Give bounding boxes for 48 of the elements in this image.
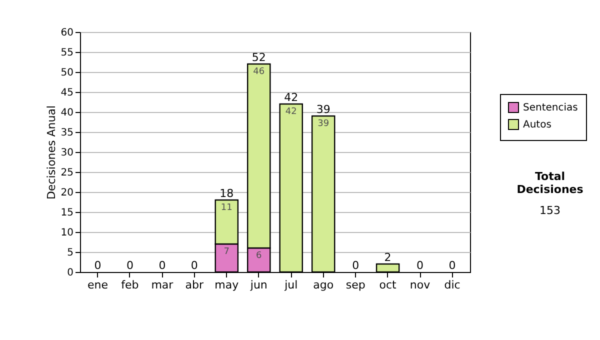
x-tick-label: jul bbox=[284, 278, 298, 292]
total-label: 0 bbox=[190, 259, 198, 272]
text: Total Decisiones bbox=[516, 170, 584, 196]
x-tick-label: feb bbox=[121, 278, 139, 292]
text: 153 bbox=[538, 204, 562, 217]
y-tick-label: 15 bbox=[60, 208, 74, 218]
y-tick-label: 40 bbox=[60, 108, 74, 118]
total-label: 0 bbox=[126, 259, 134, 272]
total-label: 18 bbox=[220, 187, 234, 200]
x-tick-label: ago bbox=[313, 278, 334, 292]
x-tick-label: oct bbox=[379, 278, 398, 292]
x-tick-label: sep bbox=[346, 278, 366, 292]
x-tick-label: mar bbox=[151, 278, 174, 292]
total-label: 0 bbox=[448, 259, 456, 272]
x-tick-label: dic bbox=[444, 278, 460, 292]
total-label: 2 bbox=[384, 251, 392, 264]
y-tick-label: 60 bbox=[60, 28, 74, 38]
x-tick-label: ene bbox=[87, 278, 108, 292]
data-label: 6 bbox=[256, 251, 262, 261]
total-label: 0 bbox=[94, 259, 102, 272]
data-label: 42 bbox=[285, 107, 297, 117]
y-axis-title: Decisiones Anual bbox=[44, 105, 58, 200]
y-tick-label: 35 bbox=[60, 128, 74, 138]
x-tick-label: may bbox=[214, 278, 240, 292]
data-label: 11 bbox=[220, 203, 232, 213]
y-tick-label: 50 bbox=[60, 68, 74, 78]
x-tick-label: jun bbox=[249, 278, 268, 292]
total-label: 0 bbox=[352, 259, 360, 272]
y-tick-label: 10 bbox=[60, 228, 74, 238]
y-tick-label: 0 bbox=[67, 268, 74, 278]
total-label: 42 bbox=[284, 91, 298, 104]
legend-label: Autos bbox=[523, 120, 552, 130]
data-label: 39 bbox=[318, 119, 330, 129]
y-tick-label: 30 bbox=[60, 148, 74, 158]
y-tick-label: 45 bbox=[60, 88, 74, 98]
x-tick-label: abr bbox=[185, 278, 204, 292]
data-label: 46 bbox=[253, 67, 265, 77]
total-label: 0 bbox=[416, 259, 424, 272]
y-tick-label: 20 bbox=[60, 188, 74, 198]
y-tick-label: 5 bbox=[67, 248, 74, 258]
y-tick-label: 55 bbox=[60, 48, 74, 58]
y-tick-label: 25 bbox=[60, 168, 74, 178]
data-label: 7 bbox=[224, 247, 230, 257]
total-label: 52 bbox=[252, 51, 266, 64]
legend-label: Sentencias bbox=[523, 102, 578, 114]
total-label: 0 bbox=[158, 259, 166, 272]
x-tick-label: nov bbox=[410, 278, 431, 292]
total-label: 39 bbox=[316, 103, 330, 116]
